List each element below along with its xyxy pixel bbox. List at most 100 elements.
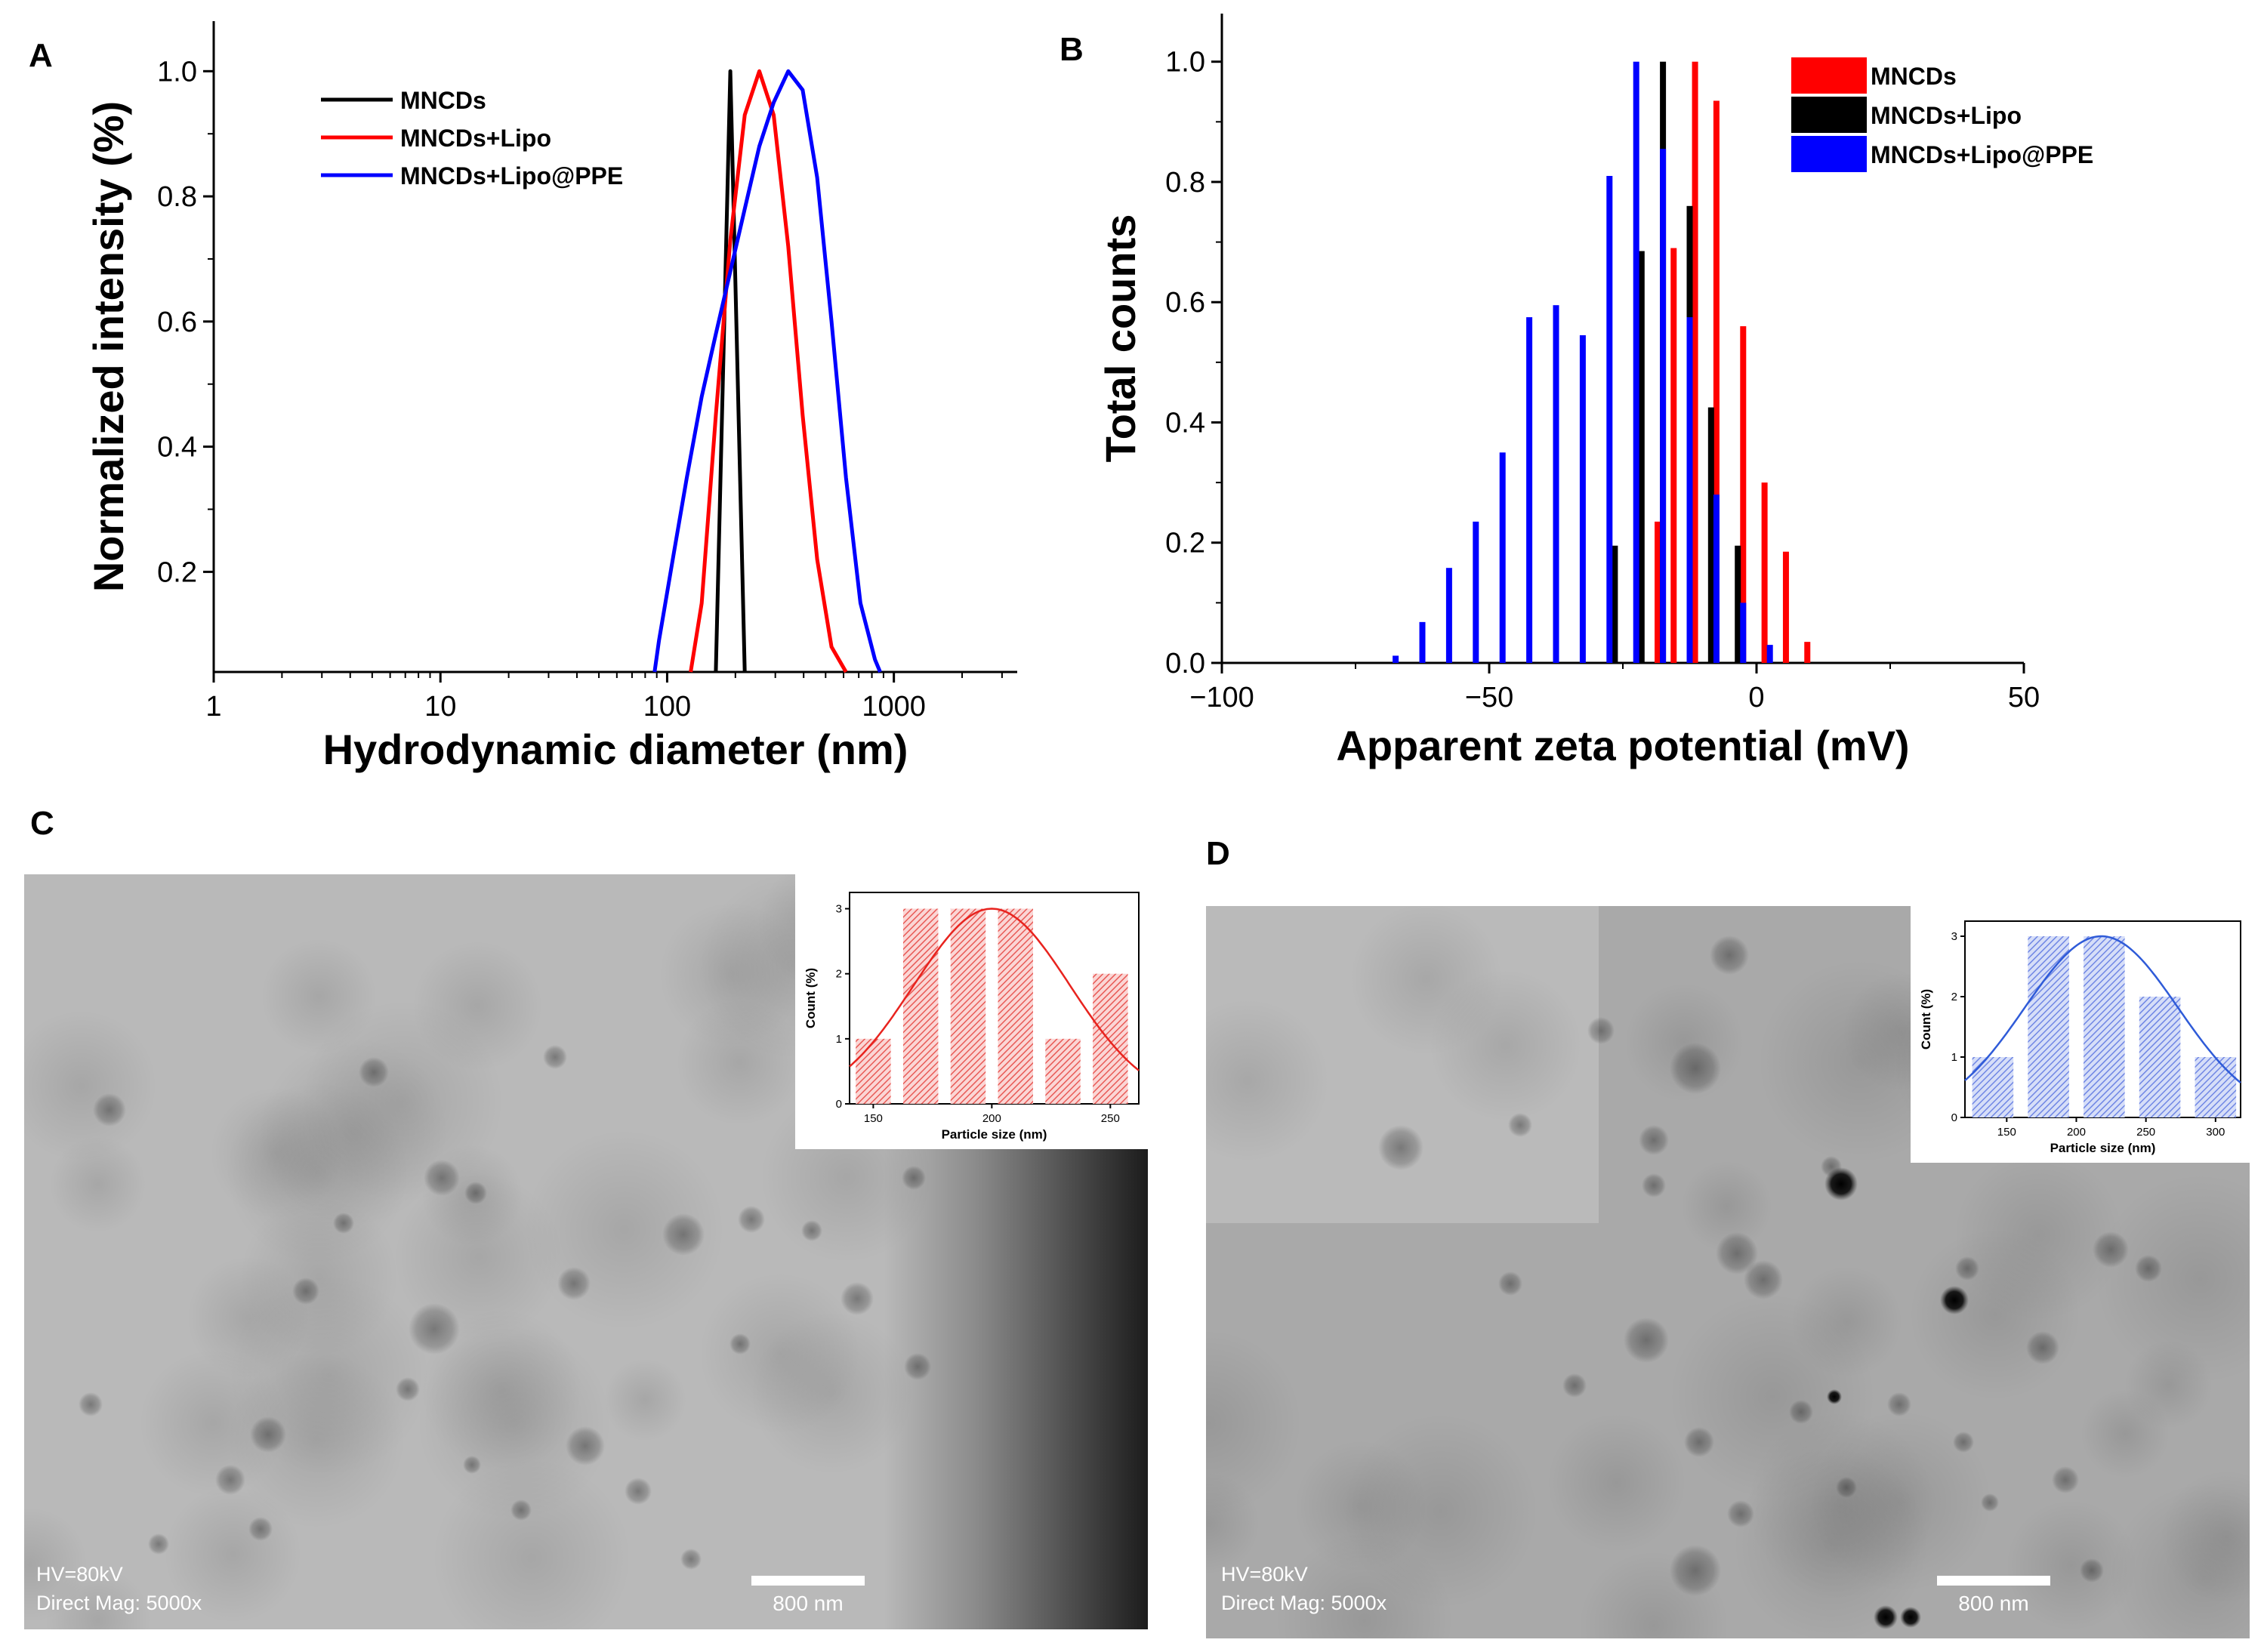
micrograph-d-particles xyxy=(1206,906,2250,1638)
micrograph-d-particle xyxy=(1642,1173,1666,1197)
panel-d-inset-y-label: Count (%) xyxy=(1919,989,1933,1049)
panel-b-bar xyxy=(1740,326,1747,663)
panel-b-y-tick-label: 1.0 xyxy=(1165,47,1205,79)
panel-b-y-tick-label: 0.4 xyxy=(1165,407,1205,439)
panel-d-inset-bar xyxy=(2139,997,2181,1117)
panel-a-size-distribution-chart: A 1 10 100 1000 0.2 0.4 0.6 0.8 1.0 MNCDs MNCDs+Li… xyxy=(29,21,1017,773)
micrograph-d-haze xyxy=(2095,1173,2250,1385)
micrograph-d-particle xyxy=(1789,1400,1813,1424)
micrograph-c-particle xyxy=(557,1267,591,1300)
panel-c-inset-y-tick-label: 3 xyxy=(836,903,842,916)
panel-d-inset-x-label: Particle size (nm) xyxy=(2050,1141,2156,1155)
panel-b-legend-swatch xyxy=(1791,57,1867,94)
panel-b-bar xyxy=(1473,521,1479,663)
panel-b-bar xyxy=(1692,61,1698,663)
micrograph-c-image xyxy=(24,874,1148,1629)
panel-c-inset-bar xyxy=(1093,973,1128,1104)
panel-c-inset-bar xyxy=(902,908,939,1104)
micrograph-c-haze xyxy=(393,1172,563,1342)
panel-d-inset-histogram: 150 200 250 300 0 1 2 3 Particle size (nm) Count … xyxy=(1911,898,2250,1163)
panel-b-x-axis-label: Apparent zeta potential (mV) xyxy=(1336,722,1909,769)
micrograph-d-dense-particle xyxy=(1827,1389,1842,1404)
micrograph-d-particle xyxy=(1955,1256,1979,1281)
panel-c-inset-y-label: Count (%) xyxy=(804,968,818,1028)
panel-c-inset-x-tick-label: 250 xyxy=(1101,1112,1120,1125)
micrograph-c-particle xyxy=(93,1093,126,1127)
micrograph-c-particle xyxy=(729,1333,751,1355)
micrograph-d-particle xyxy=(1587,1017,1615,1044)
micrograph-d-particle xyxy=(1727,1500,1754,1527)
micrograph-d-magnification: Direct Mag: 5000x xyxy=(1221,1592,1387,1614)
micrograph-c-magnification: Direct Mag: 5000x xyxy=(36,1592,202,1614)
panel-c-inset-bar xyxy=(1045,1038,1081,1104)
panel-b-bar xyxy=(1761,482,1768,663)
micrograph-d-voltage: HV=80kV xyxy=(1221,1563,1308,1586)
panel-a-y-tick-label: 0.2 xyxy=(157,556,197,588)
micrograph-d-particle xyxy=(1836,1477,1857,1498)
panel-c-inset-histogram: 150 200 250 0 1 2 3 Particle size (nm) Count (%) xyxy=(795,870,1148,1149)
panel-b-bar xyxy=(1660,149,1667,663)
panel-d-inset-x-tick-label: 300 xyxy=(2206,1126,2225,1139)
panel-b-bar xyxy=(1804,642,1811,663)
micrograph-d-particle xyxy=(1508,1113,1532,1137)
micrograph-d-particle xyxy=(1498,1271,1522,1296)
panel-b-legend-swatch xyxy=(1791,136,1867,172)
panel-d-inset-x-tick-label: 200 xyxy=(2067,1126,2086,1139)
micrograph-c-particle xyxy=(680,1549,702,1570)
panel-a-y-tick-label: 0.6 xyxy=(157,307,197,338)
micrograph-d-haze xyxy=(1206,1472,1260,1575)
panel-a-x-axis-label: Hydrodynamic diameter (nm) xyxy=(323,726,908,773)
micrograph-d-particle xyxy=(1953,1432,1974,1453)
micrograph-c-particle xyxy=(841,1282,874,1315)
micrograph-d-scale-bar xyxy=(1937,1576,2050,1586)
panel-d-inset-gaussian-fit xyxy=(1964,935,2241,1083)
panel-c-inset-x-label: Particle size (nm) xyxy=(942,1127,1047,1142)
panel-d-inset-bar xyxy=(2084,936,2125,1117)
panel-a-y-tick-label: 0.8 xyxy=(157,181,197,213)
micrograph-d-haze xyxy=(2160,1470,2250,1604)
panel-d-inset-bar xyxy=(2028,936,2069,1117)
panel-b-bar xyxy=(1686,317,1693,663)
panel-a-y-tick-label: 1.0 xyxy=(157,56,197,88)
panel-b-label: B xyxy=(1060,31,1084,68)
micrograph-d-particle xyxy=(1684,1427,1714,1457)
panel-b-bar xyxy=(1740,603,1747,663)
panel-b-bar xyxy=(1735,545,1741,663)
panel-c-inset-bar xyxy=(856,1038,891,1104)
panel-b-x-tick-label: −50 xyxy=(1465,682,1513,714)
micrograph-c-haze xyxy=(412,940,543,1071)
panel-b-bar xyxy=(1670,248,1677,663)
micrograph-c-particle xyxy=(463,1456,481,1474)
panel-b-bar xyxy=(1419,621,1426,663)
panel-c-inset-y-tick-label: 2 xyxy=(836,968,842,981)
panel-b-bar xyxy=(1713,100,1720,664)
micrograph-d-particle xyxy=(1670,1545,1721,1596)
panel-c-tem-micrograph: C HV=80kV Direct Mag: 5000x 800 nm 150 20… xyxy=(24,805,1148,1629)
panel-d-inset-y-tick-label: 0 xyxy=(1951,1111,1957,1124)
micrograph-d-haze xyxy=(1733,1446,1929,1638)
micrograph-c-particle xyxy=(625,1478,652,1505)
micrograph-d-haze xyxy=(1680,1160,1772,1252)
panel-b-y-tick-label: 0.0 xyxy=(1165,648,1205,680)
micrograph-c-haze xyxy=(416,1325,612,1521)
panel-d-label: D xyxy=(1206,835,1230,872)
panel-c-inset-bar xyxy=(950,908,986,1104)
micrograph-d-dense-particle xyxy=(1874,1605,1898,1629)
panel-c-label: C xyxy=(30,805,54,842)
micrograph-d-particle xyxy=(1378,1125,1423,1170)
micrograph-d-particle xyxy=(1639,1125,1669,1155)
micrograph-c-haze xyxy=(187,1256,310,1379)
micrograph-d-particle xyxy=(2026,1331,2059,1364)
micrograph-d-particle xyxy=(1562,1373,1587,1398)
panel-b-bar xyxy=(1612,545,1618,663)
panel-b-bar xyxy=(1393,655,1399,663)
panel-d-inset-y-tick-label: 2 xyxy=(1951,991,1957,1003)
panel-a-legend-label: MNCDs+Lipo@PPE xyxy=(400,162,623,190)
micrograph-d-haze xyxy=(1547,1413,1686,1553)
micrograph-c-particle xyxy=(566,1426,605,1466)
panel-a-x-tick-label: 1000 xyxy=(862,691,926,723)
panel-b-zeta-potential-chart: B −100 −50 0 50 0.0 0.2 0.4 0.6 0.8 1.0 MNCDs MNCDs… xyxy=(1060,14,2093,769)
micrograph-c-haze xyxy=(49,1136,147,1233)
micrograph-d-haze xyxy=(1908,1228,2081,1401)
panel-d-inset-bar xyxy=(1972,1057,2014,1117)
